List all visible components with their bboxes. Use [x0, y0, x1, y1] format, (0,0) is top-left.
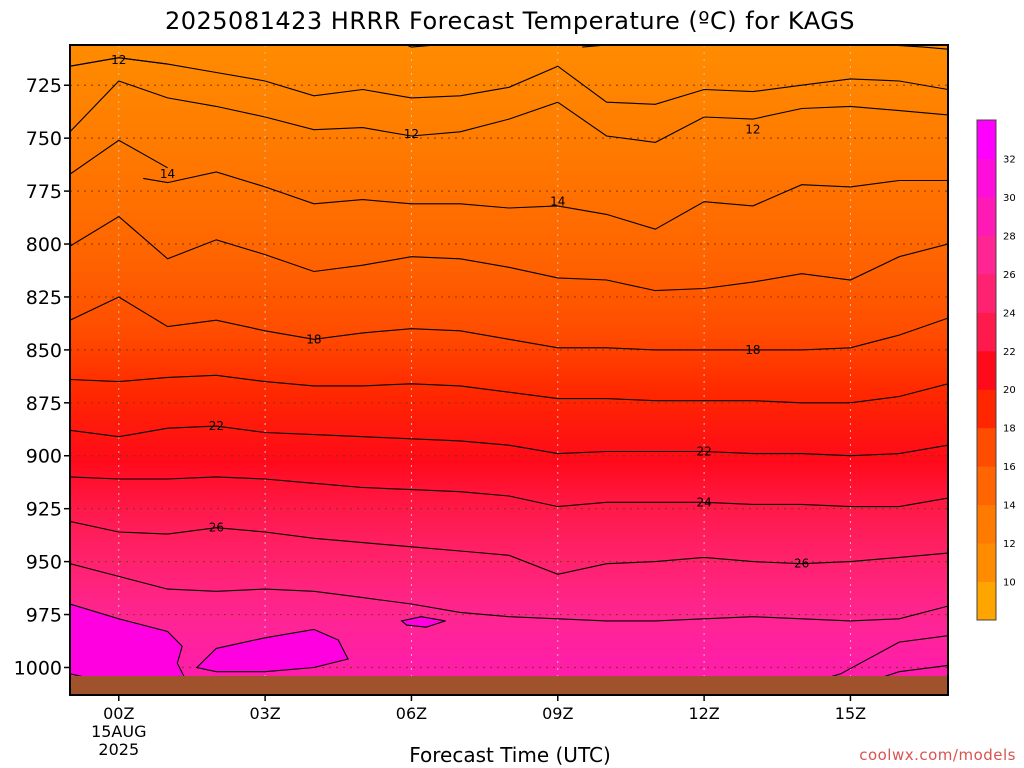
contour-line-22 — [70, 425, 948, 457]
contour-line-14 — [143, 171, 948, 230]
colorbar-label: 26 — [1003, 270, 1016, 281]
contour-label: 26 — [794, 557, 809, 571]
colorbar-segment — [977, 158, 996, 198]
colorbar-segment — [977, 581, 996, 621]
contour-line-30 — [400, 616, 446, 628]
colorbar-frame — [976, 119, 997, 621]
contour-line-24 — [70, 476, 948, 508]
y-axis: 725 750 775 800 825 850 875 900 925 950 975 1000 — [14, 75, 70, 679]
contour-lines: 12 12 12 14 14 18 18 22 22 24 26 26 — [70, 45, 948, 694]
colorbar: 10 12 14 16 18 20 22 24 26 28 30 32 — [976, 119, 1016, 621]
colorbar-label: 24 — [1003, 308, 1016, 319]
contour-label: 24 — [696, 495, 711, 509]
contour-line-18 — [70, 296, 948, 351]
colorbar-label: 12 — [1003, 539, 1016, 550]
y-tick-label: 825 — [26, 287, 62, 309]
contour-label: 22 — [696, 445, 711, 459]
contour-label: 18 — [306, 332, 321, 346]
plot-area: 12 12 12 14 14 18 18 22 22 24 26 26 — [70, 45, 948, 695]
y-tick-label: 950 — [26, 552, 62, 574]
field-background — [70, 45, 948, 695]
x-tick-label: 12Z — [688, 704, 719, 723]
colorbar-label: 28 — [1003, 231, 1016, 242]
colorbar-segment — [977, 312, 996, 352]
colorbar-label: 22 — [1003, 347, 1016, 358]
contour-label: 22 — [209, 419, 224, 433]
colorbar-label: 30 — [1003, 193, 1016, 204]
x-axis-title: Forecast Time (UTC) — [409, 743, 611, 767]
y-tick-label: 750 — [26, 128, 62, 150]
contour-label: 12 — [404, 127, 419, 141]
colorbar-segment — [977, 543, 996, 583]
colorbar-label: 14 — [1003, 501, 1016, 512]
chart-title: 2025081423 HRRR Forecast Temperature (ºC… — [165, 7, 855, 35]
x-tick-label: 03Z — [249, 704, 280, 723]
contour-line-12 — [70, 57, 948, 105]
contour-label: 14 — [160, 167, 175, 181]
x-tick-label: 09Z — [542, 704, 573, 723]
contour-line-13 — [70, 80, 948, 143]
colorbar-segment — [977, 235, 996, 275]
contour-label: 12 — [111, 53, 126, 67]
plot-frame — [69, 44, 949, 696]
colorbar-label: 32 — [1003, 154, 1016, 165]
y-tick-label: 850 — [26, 340, 62, 362]
y-tick-label: 975 — [26, 605, 62, 627]
y-tick-label: 775 — [26, 181, 62, 203]
y-tick-label: 1000 — [14, 657, 62, 679]
colorbar-segment — [977, 389, 996, 429]
x-tick-label: 15Z — [835, 704, 866, 723]
contour-label: 26 — [209, 521, 224, 535]
y-tick-label: 900 — [26, 446, 62, 468]
contour-line-30 — [195, 628, 349, 673]
y-tick-label: 725 — [26, 75, 62, 97]
credit-text: coolwx.com/models — [859, 746, 1016, 764]
terrain-ground — [70, 676, 948, 695]
colorbar-segment — [977, 466, 996, 506]
colorbar-segment — [977, 504, 996, 544]
colorbar-segment — [977, 427, 996, 467]
colorbar-segment — [977, 120, 996, 159]
contour-line-14 — [70, 139, 168, 175]
y-tick-label: 875 — [26, 393, 62, 415]
contour-line-12 — [70, 57, 168, 67]
contour-line-26 — [70, 520, 948, 575]
x-tick-year: 2025 — [98, 740, 139, 759]
colorbar-label: 10 — [1003, 578, 1016, 589]
x-tick-date: 15AUG — [91, 722, 146, 741]
y-tick-label: 925 — [26, 499, 62, 521]
colorbar-label: 18 — [1003, 424, 1016, 435]
colorbar-label: 20 — [1003, 385, 1016, 396]
contour-label: 14 — [550, 195, 565, 209]
x-tick-label: 00Z — [103, 704, 134, 723]
y-tick-label: 800 — [26, 234, 62, 256]
colorbar-segment — [977, 273, 996, 313]
contour-line-28 — [70, 563, 948, 622]
contour-line-20 — [70, 374, 948, 404]
colorbar-label: 16 — [1003, 462, 1016, 473]
x-tick-label: 06Z — [396, 704, 427, 723]
colorbar-segment — [977, 196, 996, 236]
colorbar-segment — [977, 350, 996, 390]
contour-line-16 — [70, 215, 948, 292]
contour-label: 12 — [745, 123, 760, 137]
contour-label: 18 — [745, 343, 760, 357]
